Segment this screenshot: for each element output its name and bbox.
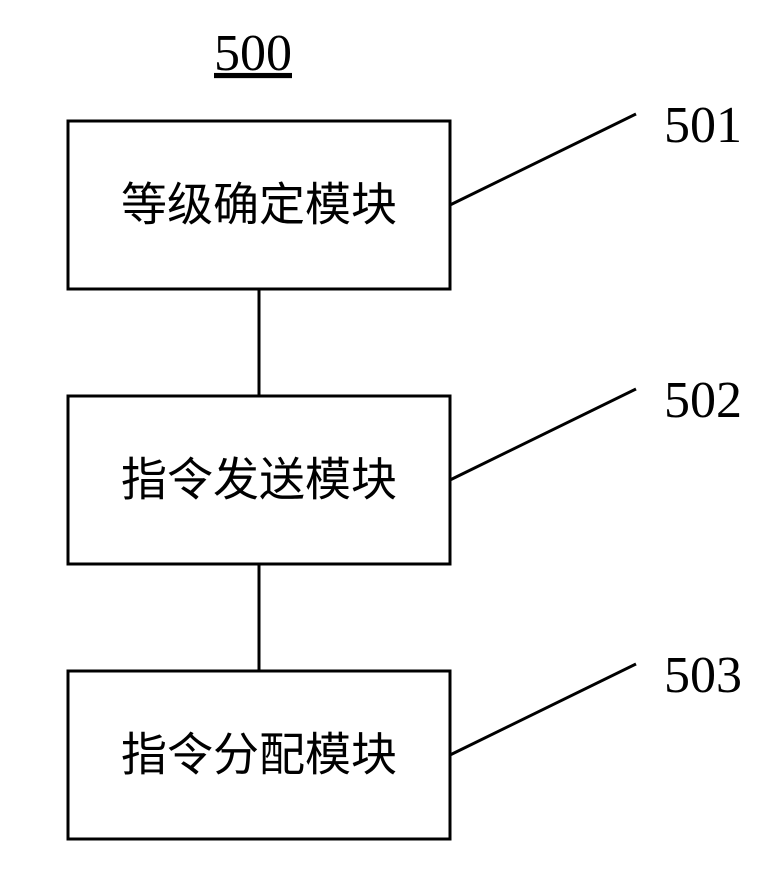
box2-ref: 502	[664, 372, 742, 429]
box3-ref: 503	[664, 647, 742, 704]
diagram-title: 500	[214, 25, 292, 82]
box1-ref: 501	[664, 97, 742, 154]
block-diagram: 500 等级确定模块 501 指令发送模块 502 指令分配模块 503	[0, 0, 774, 872]
box3-label: 指令分配模块	[121, 730, 397, 781]
box2-label: 指令发送模块	[121, 455, 397, 506]
box1-label: 等级确定模块	[121, 180, 397, 231]
